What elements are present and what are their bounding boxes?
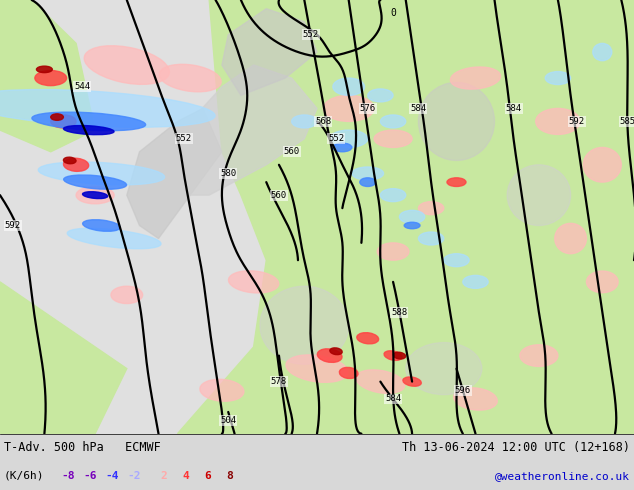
Ellipse shape — [35, 71, 67, 86]
Ellipse shape — [545, 72, 571, 85]
Ellipse shape — [63, 175, 127, 189]
Ellipse shape — [323, 96, 374, 122]
Ellipse shape — [82, 192, 108, 198]
Ellipse shape — [63, 158, 89, 172]
Ellipse shape — [586, 271, 618, 293]
Text: 584: 584 — [410, 104, 427, 113]
Ellipse shape — [555, 223, 586, 254]
Ellipse shape — [84, 46, 169, 84]
Ellipse shape — [399, 210, 425, 223]
Text: Th 13-06-2024 12:00 UTC (12+168): Th 13-06-2024 12:00 UTC (12+168) — [402, 441, 630, 454]
Ellipse shape — [318, 349, 342, 363]
Ellipse shape — [200, 379, 244, 401]
Ellipse shape — [330, 130, 368, 147]
Ellipse shape — [384, 351, 402, 360]
Text: 584: 584 — [505, 104, 522, 113]
Text: 552: 552 — [176, 134, 192, 143]
Text: @weatheronline.co.uk: @weatheronline.co.uk — [495, 471, 630, 481]
Polygon shape — [178, 65, 317, 195]
Ellipse shape — [454, 388, 497, 410]
Ellipse shape — [380, 115, 406, 128]
Ellipse shape — [38, 162, 165, 185]
Text: 560: 560 — [271, 191, 287, 199]
Ellipse shape — [63, 125, 114, 135]
Polygon shape — [127, 108, 222, 239]
Ellipse shape — [286, 355, 348, 382]
Ellipse shape — [418, 232, 444, 245]
Text: 6: 6 — [205, 471, 211, 481]
Text: 8: 8 — [226, 471, 233, 481]
Polygon shape — [0, 282, 127, 434]
Ellipse shape — [352, 167, 384, 180]
Ellipse shape — [67, 228, 161, 249]
Text: -8: -8 — [61, 471, 75, 481]
Ellipse shape — [418, 82, 495, 160]
Ellipse shape — [393, 352, 406, 359]
Ellipse shape — [111, 286, 143, 304]
Polygon shape — [178, 0, 634, 434]
Text: 2: 2 — [160, 471, 167, 481]
Ellipse shape — [406, 343, 482, 394]
Ellipse shape — [377, 243, 409, 260]
Ellipse shape — [536, 108, 580, 134]
Ellipse shape — [450, 67, 501, 89]
Ellipse shape — [260, 286, 349, 364]
Text: 4: 4 — [183, 471, 190, 481]
Ellipse shape — [404, 222, 420, 229]
Text: 552: 552 — [328, 134, 344, 143]
Ellipse shape — [368, 89, 393, 102]
Ellipse shape — [380, 189, 406, 202]
Ellipse shape — [76, 187, 114, 204]
Ellipse shape — [330, 348, 342, 355]
Ellipse shape — [507, 165, 571, 225]
Ellipse shape — [463, 275, 488, 289]
Polygon shape — [222, 9, 317, 96]
Text: 580: 580 — [220, 169, 236, 178]
Ellipse shape — [32, 112, 146, 131]
Ellipse shape — [444, 254, 469, 267]
Text: 592: 592 — [4, 221, 21, 230]
Text: 584: 584 — [385, 394, 401, 403]
Ellipse shape — [356, 370, 405, 393]
Ellipse shape — [403, 377, 422, 386]
Ellipse shape — [583, 147, 621, 182]
Ellipse shape — [63, 157, 76, 164]
Polygon shape — [0, 0, 95, 152]
Text: 0: 0 — [390, 8, 396, 18]
Ellipse shape — [228, 271, 279, 293]
Text: 596: 596 — [455, 386, 471, 395]
Text: 588: 588 — [391, 308, 408, 317]
Ellipse shape — [51, 114, 63, 121]
Text: -2: -2 — [127, 471, 141, 481]
Ellipse shape — [159, 64, 221, 92]
Ellipse shape — [357, 333, 378, 344]
Ellipse shape — [333, 78, 365, 96]
Text: (K/6h): (K/6h) — [4, 471, 44, 481]
Text: 578: 578 — [271, 377, 287, 386]
Text: 576: 576 — [359, 104, 376, 113]
Ellipse shape — [374, 130, 412, 147]
Text: 585: 585 — [619, 117, 634, 126]
Text: -6: -6 — [83, 471, 97, 481]
Ellipse shape — [0, 90, 215, 127]
Ellipse shape — [520, 345, 558, 367]
Text: T-Adv. 500 hPa   ECMWF: T-Adv. 500 hPa ECMWF — [4, 441, 161, 454]
Text: -4: -4 — [105, 471, 119, 481]
Ellipse shape — [418, 202, 444, 215]
Ellipse shape — [51, 115, 76, 128]
Text: 552: 552 — [302, 30, 319, 39]
Ellipse shape — [292, 115, 317, 128]
Ellipse shape — [593, 44, 612, 61]
Ellipse shape — [447, 178, 466, 187]
Text: 568: 568 — [315, 117, 332, 126]
Ellipse shape — [333, 143, 352, 152]
Ellipse shape — [36, 66, 52, 73]
Ellipse shape — [339, 368, 358, 378]
Text: 592: 592 — [569, 117, 585, 126]
Text: 544: 544 — [74, 82, 91, 91]
Ellipse shape — [359, 178, 375, 187]
Text: 560: 560 — [283, 147, 300, 156]
Text: 504: 504 — [220, 416, 236, 425]
Ellipse shape — [82, 220, 120, 231]
